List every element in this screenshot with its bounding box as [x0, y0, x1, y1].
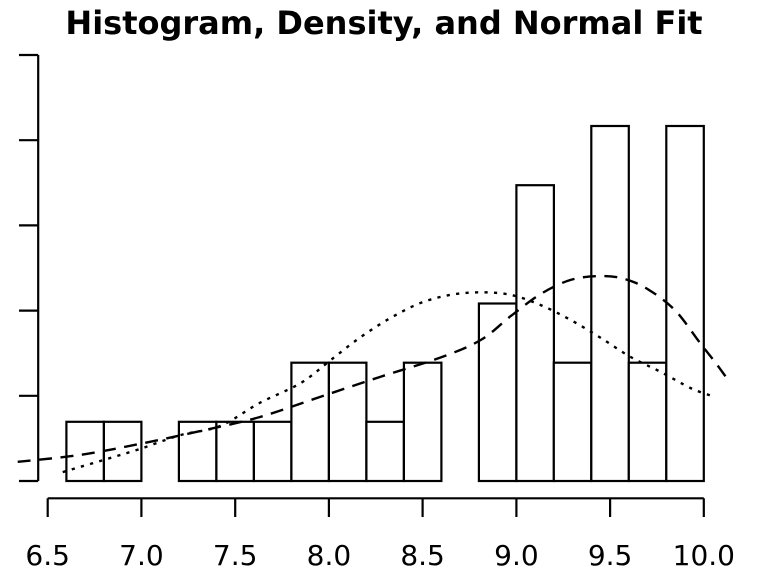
x-tick-label: 6.5	[25, 539, 70, 572]
x-tick-label: 10.0	[673, 539, 735, 572]
histogram-bar	[665, 124, 705, 483]
histogram-bar	[102, 420, 143, 483]
histogram-bars	[65, 124, 705, 483]
normal-fit-curve	[17, 274, 730, 463]
x-tick-label: 7.0	[119, 539, 164, 572]
histogram-bar	[252, 420, 293, 483]
histogram-bar	[215, 420, 255, 483]
x-tick-label: 7.5	[213, 539, 258, 572]
x-tick-labels: 6.5 7.0 7.5 8.0 8.5 9.0 9.5 10.0	[25, 539, 735, 572]
x-tick-label: 8.5	[400, 539, 445, 572]
histogram-bar	[290, 361, 330, 483]
histogram-bar	[477, 302, 518, 483]
x-tick-label: 9.0	[494, 539, 539, 572]
histogram-bar	[590, 124, 630, 483]
histogram-bar	[515, 184, 556, 483]
histogram-bar	[65, 420, 106, 483]
histogram-bar	[402, 361, 443, 483]
histogram-bar	[327, 361, 368, 483]
x-axis	[46, 497, 705, 517]
x-tick-label: 9.5	[588, 539, 633, 572]
x-tick-label: 8.0	[307, 539, 352, 572]
histogram-bar	[627, 361, 668, 483]
density-curves	[17, 274, 730, 474]
chart-title: Histogram, Density, and Normal Fit	[65, 4, 702, 42]
y-axis	[19, 53, 40, 483]
histogram-bar	[365, 420, 405, 483]
histogram-bar	[552, 361, 593, 483]
